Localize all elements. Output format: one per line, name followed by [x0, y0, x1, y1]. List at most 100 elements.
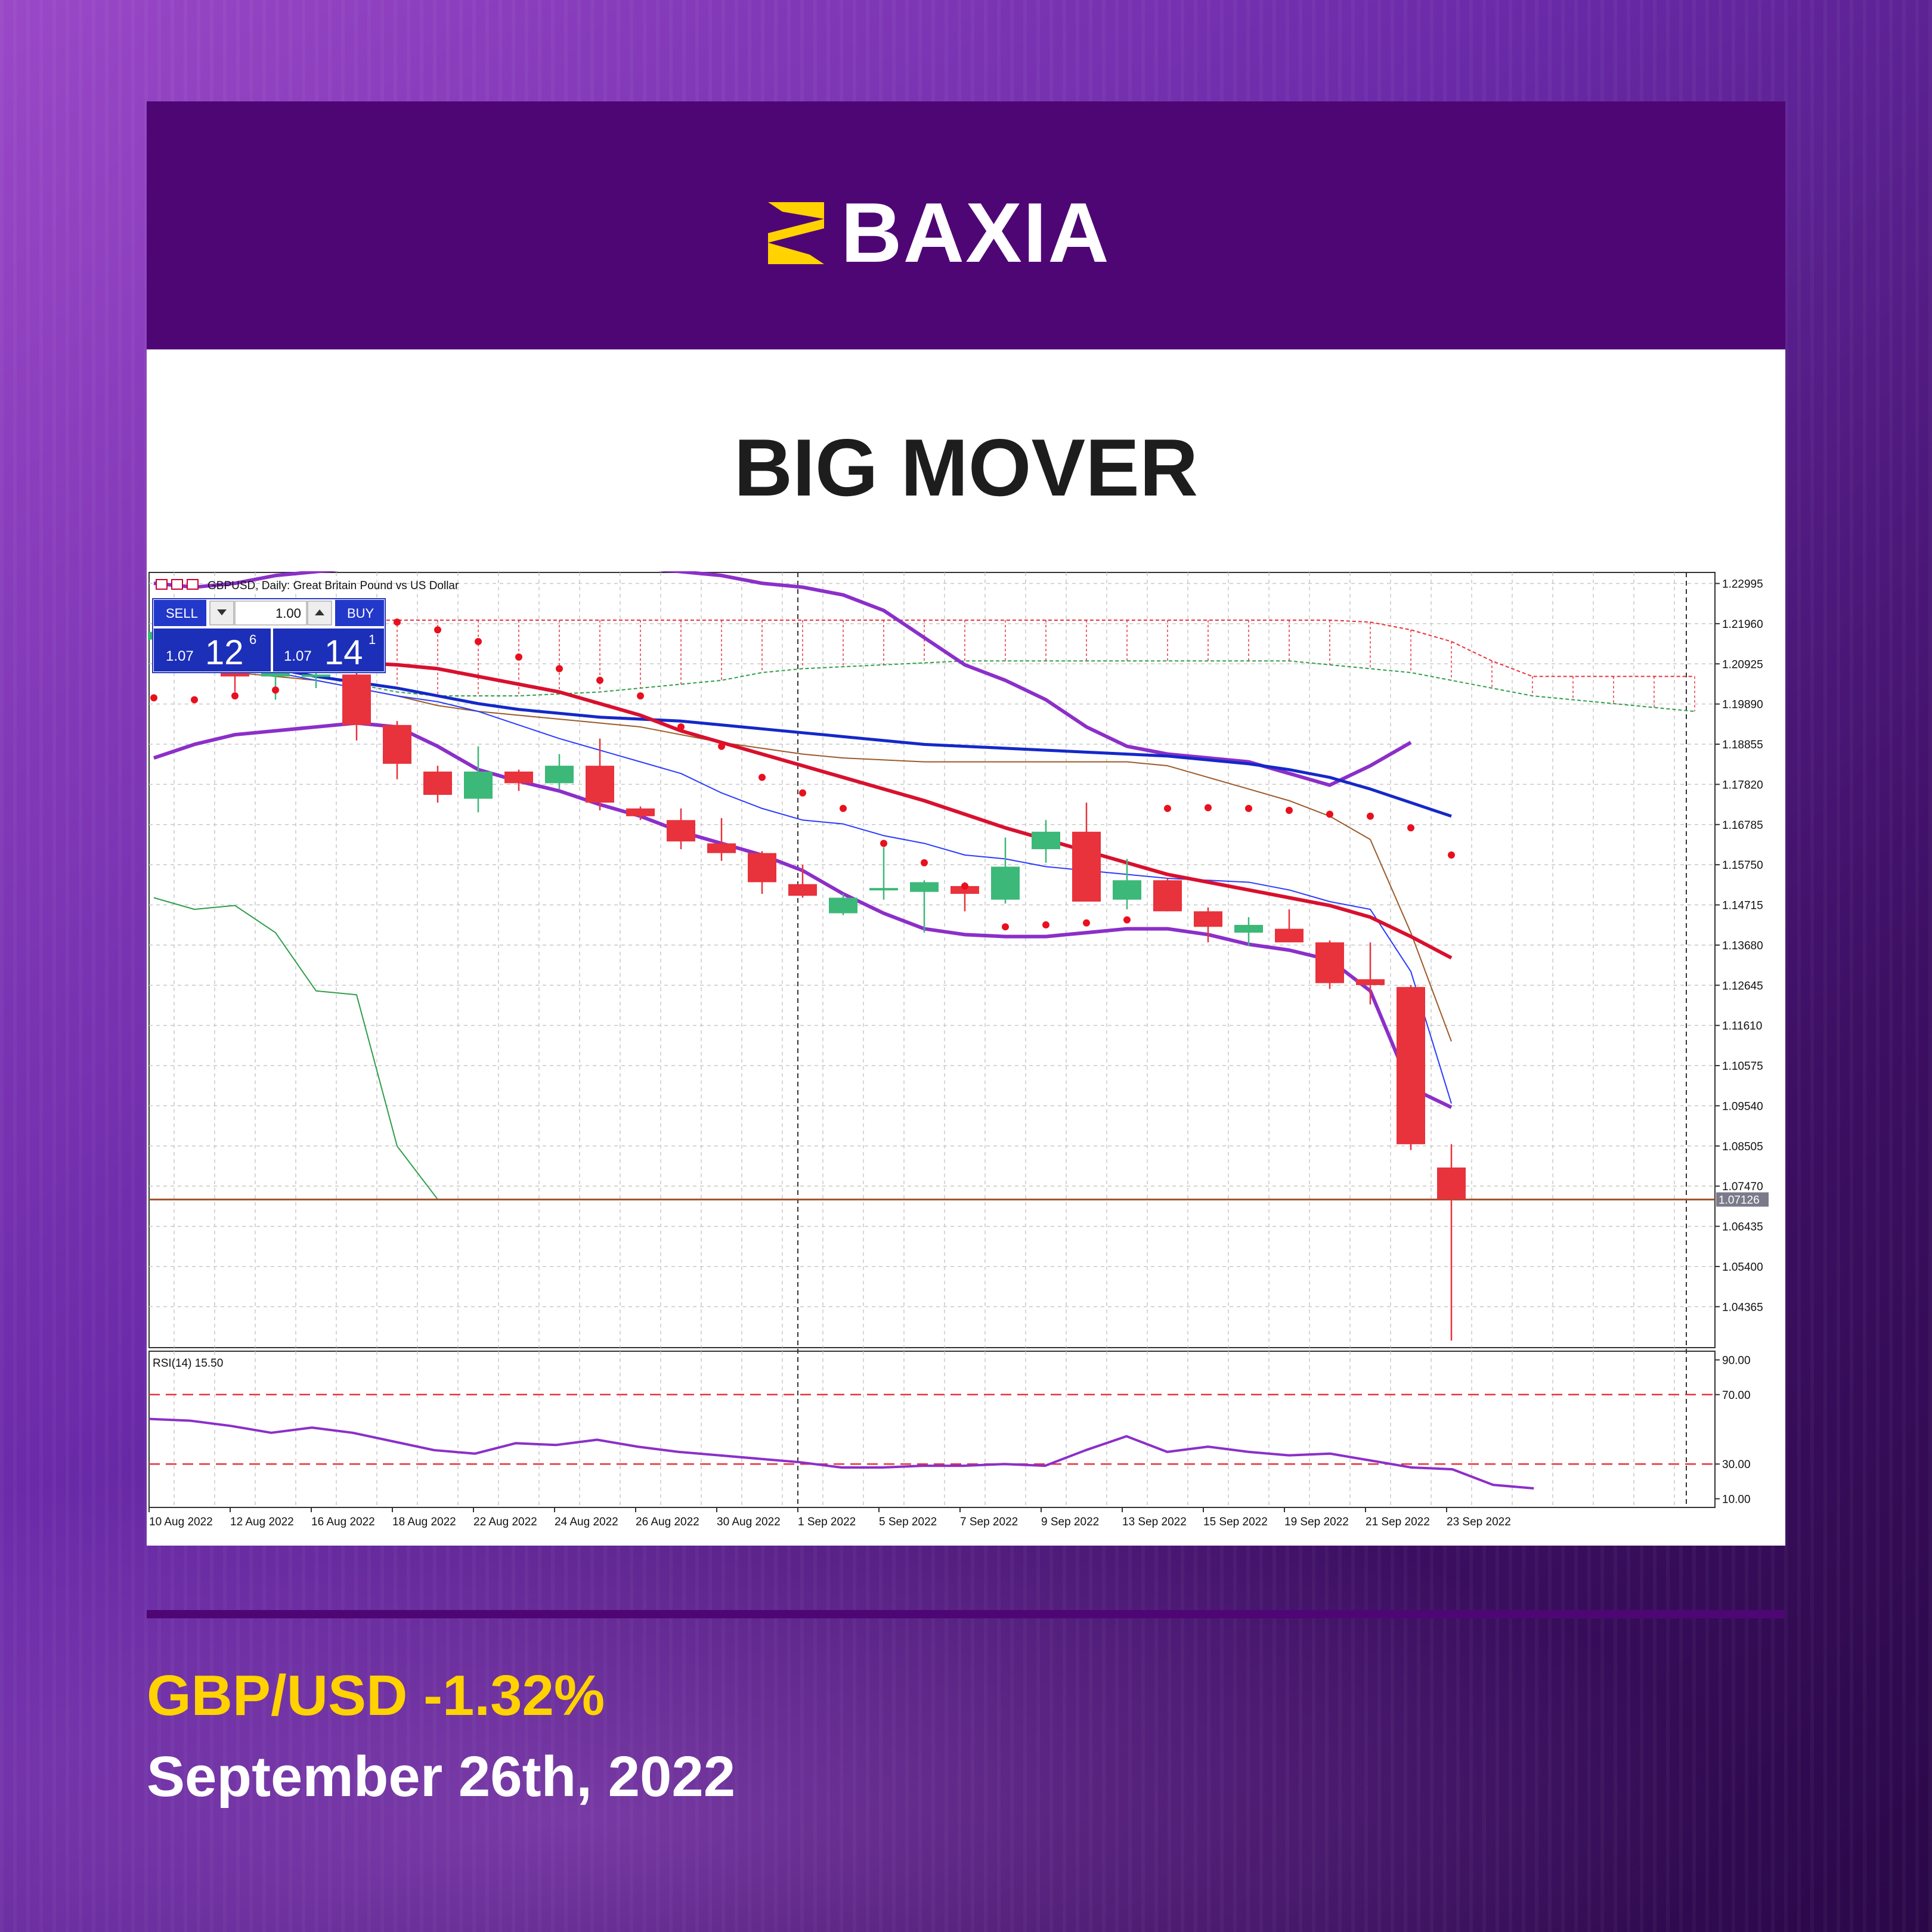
buy-price-big: 14	[324, 633, 363, 672]
psar-dot	[1042, 921, 1049, 929]
volume-input[interactable]	[234, 600, 307, 626]
psar-dot	[1083, 919, 1090, 927]
y-tick-label: 1.05400	[1722, 1261, 1763, 1274]
candle-body	[950, 886, 979, 894]
candle-body	[423, 771, 452, 795]
psar-dot	[1407, 824, 1414, 832]
candle-body	[342, 674, 371, 725]
candle-body	[586, 766, 614, 803]
cloud-bottom-line	[153, 660, 1695, 713]
psar-dot	[677, 723, 685, 731]
rsi-tick-label: 70.00	[1722, 1389, 1751, 1402]
chevron-up-icon	[315, 609, 324, 615]
psar-dot	[961, 882, 968, 890]
candle-body	[504, 771, 533, 784]
pair-change: GBP/USD -1.32%	[147, 1664, 605, 1727]
psar-dot	[1002, 923, 1009, 931]
rsi-tick-label: 90.00	[1722, 1355, 1751, 1367]
y-tick-label: 1.16785	[1722, 819, 1763, 832]
psar-dot	[921, 859, 928, 866]
x-tick-label: 19 Sep 2022	[1284, 1516, 1349, 1528]
x-tick-label: 5 Sep 2022	[879, 1516, 937, 1528]
x-tick-label: 26 Aug 2022	[636, 1516, 699, 1528]
x-tick-label: 9 Sep 2022	[1041, 1516, 1099, 1528]
candle-body	[261, 672, 290, 677]
candle-body	[626, 808, 655, 816]
psar-dot	[758, 773, 766, 781]
psar-dot	[718, 742, 725, 750]
volume-value: 1.00	[275, 606, 301, 621]
buy-price-sup: 1	[369, 632, 376, 647]
y-tick-label: 1.08505	[1722, 1141, 1763, 1153]
psar-dot	[272, 686, 279, 694]
psar-dot	[515, 653, 522, 661]
one-click-trade-panel: SELL 1.00 BUY 1.07 12 6 1.07 14 1	[152, 598, 386, 673]
rsi-line	[148, 1417, 1534, 1490]
psar-dot	[1286, 807, 1293, 815]
psar-dot	[840, 804, 847, 812]
current-price-tag	[1716, 1192, 1769, 1207]
psar-dot	[799, 789, 806, 797]
candle-body	[1072, 831, 1101, 902]
sell-price-box[interactable]	[154, 628, 271, 671]
psar-dot	[191, 696, 198, 704]
date-label: September 26th, 2022	[147, 1745, 736, 1809]
y-tick-label: 1.10575	[1722, 1060, 1763, 1073]
x-tick-label: 22 Aug 2022	[473, 1516, 537, 1528]
sell-button[interactable]	[154, 600, 206, 626]
buy-button[interactable]	[335, 600, 384, 626]
psar-dot	[637, 692, 644, 699]
gbpusd-daily-chart[interactable]: 1.22995 1.21960 1.20925 1.19890 1.18855 1.178…	[148, 571, 1784, 1546]
candle-body	[1397, 987, 1425, 1144]
candle-body	[667, 820, 695, 842]
candle-body	[748, 853, 776, 883]
chart-card: BIG MOVER 1.22995 1.21960 1.20925 1.19890 1.…	[147, 349, 1785, 1546]
candle-body	[1153, 880, 1182, 912]
chart-area: 1.22995 1.21960 1.20925 1.19890 1.18855 1.178…	[148, 571, 1784, 1546]
psar-dot	[231, 692, 239, 699]
psar-dot	[1448, 851, 1455, 859]
brand-header	[147, 101, 1785, 349]
sell-label: SELL	[166, 606, 198, 621]
x-tick-label: 24 Aug 2022	[555, 1516, 618, 1528]
x-tick-label: 7 Sep 2022	[960, 1516, 1018, 1528]
footer-divider	[147, 1610, 1785, 1618]
chart-window-icon	[187, 579, 199, 590]
candle-body	[707, 843, 736, 853]
candle-body	[829, 897, 857, 914]
chevron-down-icon	[217, 609, 227, 615]
candle-body	[869, 888, 898, 891]
rsi-label: RSI(14) 15.50	[153, 1357, 223, 1370]
candle-body	[302, 674, 330, 677]
y-tick-label: 1.22995	[1722, 578, 1763, 591]
x-tick-label: 30 Aug 2022	[717, 1516, 781, 1528]
y-tick-label: 1.21960	[1722, 618, 1763, 631]
psar-dot	[475, 637, 482, 645]
x-tick-label: 10 Aug 2022	[149, 1516, 213, 1528]
candle-body	[910, 882, 939, 892]
x-tick-label: 13 Sep 2022	[1122, 1516, 1187, 1528]
x-tick-label: 12 Aug 2022	[230, 1516, 294, 1528]
baxia-z-mark-icon	[768, 202, 824, 264]
sell-price-sup: 6	[249, 632, 256, 647]
candle-body	[1194, 911, 1222, 927]
psar-dot	[596, 676, 603, 684]
rsi-tick-label: 10.00	[1722, 1493, 1751, 1506]
candle-body	[1356, 979, 1385, 985]
sell-price-prefix: 1.07	[166, 648, 194, 664]
chikou-line	[153, 897, 438, 1200]
candle-body	[464, 771, 493, 799]
psar-dot	[880, 840, 887, 847]
psar-dot	[150, 694, 157, 702]
y-tick-label: 1.04365	[1722, 1301, 1763, 1314]
buy-price-box[interactable]	[273, 628, 384, 671]
candle-body	[1437, 1167, 1466, 1200]
chart-window-icon	[171, 579, 183, 590]
y-tick-label: 1.17820	[1722, 779, 1763, 791]
chart-window-icon	[156, 579, 168, 590]
psar-dot	[434, 626, 441, 634]
grid	[149, 572, 1715, 1507]
main-pane-frame	[148, 572, 1716, 1348]
psar-dot	[1205, 804, 1212, 812]
candle-body	[788, 884, 817, 896]
